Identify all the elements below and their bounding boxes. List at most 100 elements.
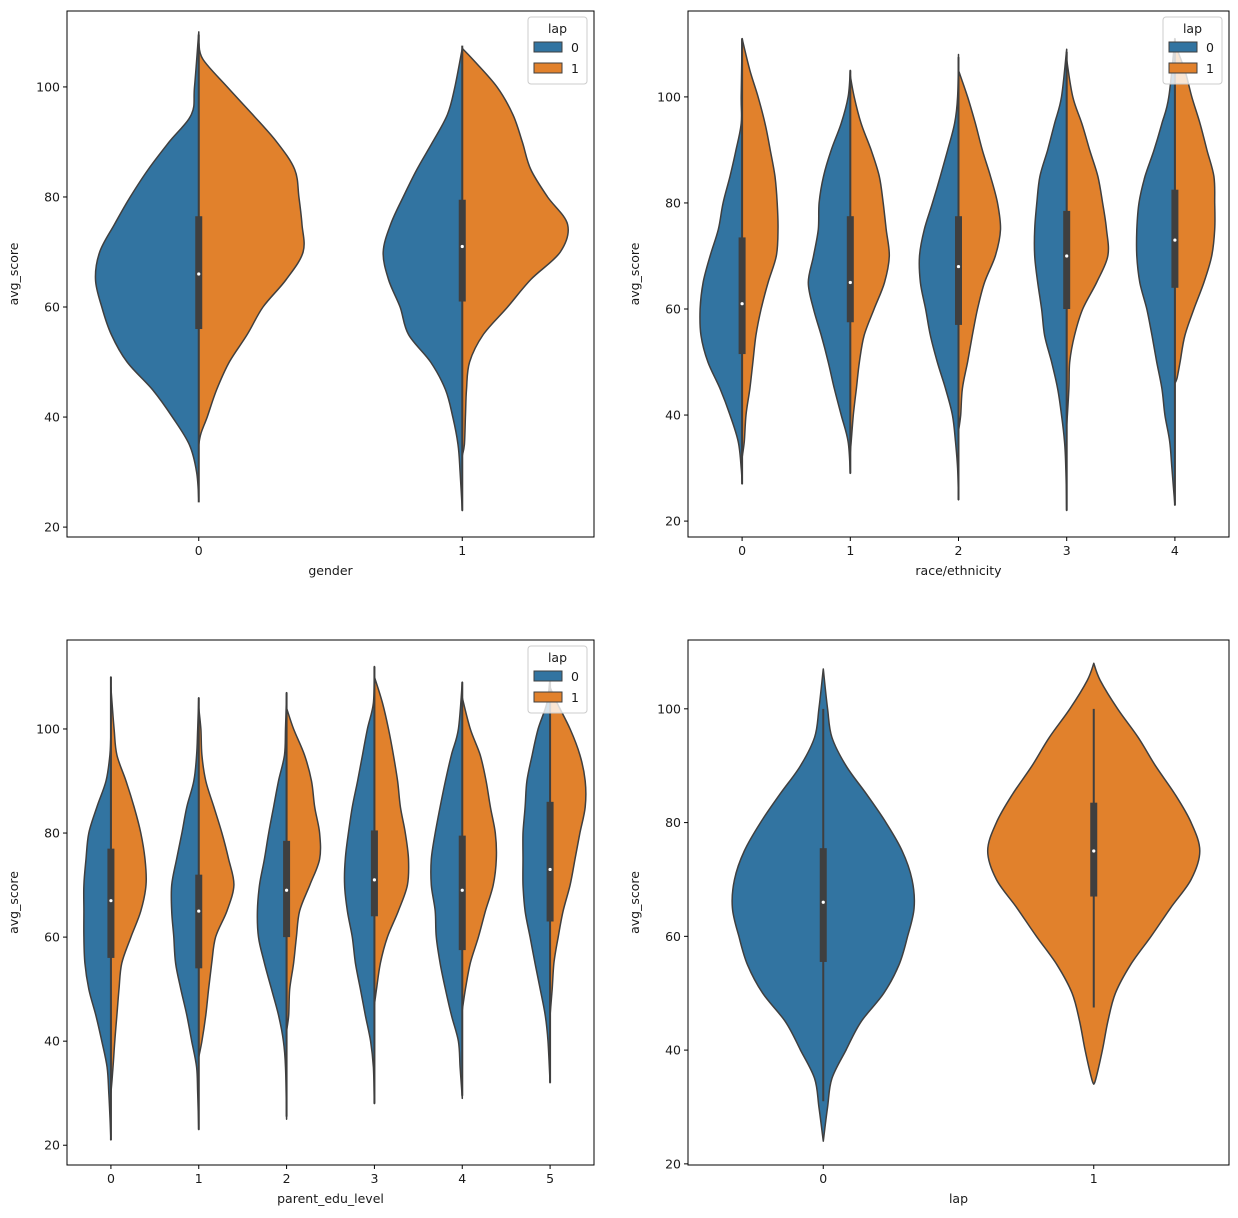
iqr-box-cat-3 — [1063, 210, 1071, 309]
legend-label-lap-0: 0 — [571, 669, 579, 684]
x-tick-label: 4 — [458, 1171, 466, 1186]
violin-cat-1-lap-0 — [382, 47, 464, 512]
violin-cat-3-lap-1 — [1065, 59, 1110, 427]
iqr-box-cat-3 — [370, 830, 378, 917]
y-tick-label: 60 — [44, 930, 60, 945]
violin-cat-0-lap-0 — [699, 37, 743, 485]
panel-parent-edu-level: 20 40 60 80 100 0 1 2 3 4 5 parent_edu_level avg_sco… — [6, 639, 595, 1206]
y-tick-label: 40 — [665, 408, 681, 423]
legend-swatch-lap-1 — [533, 691, 563, 703]
x-tick-label: 1 — [1090, 1171, 1098, 1186]
iqr-box-cat-1 — [458, 199, 466, 302]
y-tick-label: 40 — [44, 1034, 60, 1049]
y-tick-label: 100 — [36, 721, 60, 736]
y-tick-label: 60 — [665, 929, 681, 944]
y-axis-label: avg_score — [627, 242, 642, 305]
y-tick-label: 80 — [665, 195, 681, 210]
legend: lap 0 1 — [1162, 16, 1223, 85]
x-axis-label: race/ethnicity — [915, 563, 1002, 578]
median-dot-cat-1 — [197, 909, 201, 913]
median-dot-cat-4 — [460, 888, 464, 892]
y-tick-label: 80 — [44, 826, 60, 841]
iqr-box-cat-1 — [846, 216, 854, 323]
violin-cat-5-lap-0 — [522, 676, 551, 1084]
legend-label-lap-1: 1 — [1206, 61, 1214, 76]
violin-cat-3-lap-0 — [1033, 48, 1068, 512]
median-dot-cat-2 — [956, 264, 961, 269]
violin-cat-0-lap-1 — [198, 42, 305, 446]
iqr-box-cat-0 — [819, 848, 827, 962]
legend-swatch-lap-0 — [533, 670, 563, 682]
violin-cat-0-lap-1 — [110, 686, 148, 1094]
x-tick-label: 1 — [846, 543, 854, 558]
violin-cat-1-lap-1 — [849, 74, 891, 453]
median-dot-cat-4 — [1173, 238, 1177, 242]
legend-title: lap — [548, 21, 567, 36]
median-dot-cat-2 — [284, 888, 289, 892]
violin-cat-4-lap-1 — [1174, 43, 1216, 384]
x-tick-label: 2 — [955, 543, 963, 558]
violin-cat-1-lap-0 — [170, 697, 200, 1131]
legend-label-lap-0: 0 — [1206, 40, 1214, 55]
median-dot-cat-1 — [848, 280, 852, 285]
median-dot-cat-5 — [548, 867, 552, 872]
legend: lap 0 1 — [527, 645, 588, 714]
violin-cat-0-lap-1 — [741, 37, 779, 459]
violin-cat-5-lap-1 — [549, 686, 587, 1016]
iqr-box-cat-4 — [458, 835, 466, 951]
violin-cat-4-lap-1 — [461, 697, 498, 1011]
x-tick-label: 4 — [1171, 543, 1179, 558]
violin-cat-2-lap-1 — [285, 707, 322, 1032]
iqr-box-cat-1 — [195, 874, 203, 969]
axes-frame — [66, 639, 595, 1166]
y-tick-label: 40 — [665, 1043, 681, 1058]
axes-frame — [66, 10, 595, 538]
legend-title: lap — [1183, 21, 1202, 36]
legend: lap 0 1 — [527, 16, 588, 85]
y-axis-label: avg_score — [627, 871, 642, 934]
legend-label-lap-0: 0 — [571, 40, 579, 55]
median-dot-cat-0 — [740, 302, 744, 306]
iqr-box-cat-0 — [107, 848, 115, 958]
violin-cat-3-lap-1 — [373, 676, 410, 1006]
median-dot-cat-3 — [372, 878, 377, 882]
y-axis-label: avg_score — [6, 242, 21, 305]
x-tick-label: 0 — [819, 1171, 827, 1186]
violin-cat-1-lap-1 — [461, 47, 569, 457]
panel-gender: 20 40 60 80 100 0 1 gender avg_score lap 0 1 — [6, 10, 595, 578]
x-tick-label: 0 — [107, 1171, 115, 1186]
violin-cat-2-lap-0 — [256, 691, 288, 1120]
panel-lap: 20 40 60 80 100 0 1 lap avg_score — [627, 639, 1230, 1206]
x-tick-label: 2 — [283, 1171, 291, 1186]
x-axis-label: parent_edu_level — [277, 1191, 384, 1206]
y-tick-label: 20 — [44, 1138, 60, 1153]
violin-cat-1-lap-1 — [198, 707, 235, 1058]
y-tick-label: 100 — [657, 701, 681, 716]
violin-cat-1-lap-0 — [807, 69, 852, 475]
median-dot-cat-1 — [460, 244, 464, 249]
legend-swatch-lap-0 — [533, 41, 563, 53]
x-tick-label: 3 — [1063, 543, 1071, 558]
x-axis-label: gender — [308, 563, 353, 578]
y-tick-label: 60 — [665, 301, 681, 316]
x-tick-label: 1 — [458, 543, 466, 558]
violin-cat-2-lap-0 — [918, 53, 960, 501]
iqr-box-cat-5 — [546, 801, 554, 922]
legend-swatch-lap-0 — [1168, 41, 1198, 53]
violin-cat-2-lap-1 — [957, 69, 1002, 432]
violin-cat-4-lap-0 — [430, 681, 464, 1100]
x-tick-label: 0 — [195, 543, 203, 558]
median-dot-cat-1 — [1092, 849, 1096, 853]
x-tick-label: 5 — [546, 1171, 554, 1186]
x-tick-label: 0 — [738, 543, 746, 558]
y-tick-label: 40 — [44, 410, 60, 425]
violin-cat-0-lap-0 — [94, 31, 200, 501]
iqr-box-cat-2 — [955, 216, 962, 325]
legend-swatch-lap-1 — [533, 62, 563, 74]
panel-race-ethnicity: 20 40 60 80 100 0 1 2 3 4 race/ethnicity avg_score l… — [627, 10, 1230, 578]
legend-label-lap-1: 1 — [571, 61, 579, 76]
y-tick-label: 80 — [665, 815, 681, 830]
median-dot-cat-0 — [197, 272, 201, 276]
legend-title: lap — [548, 650, 567, 665]
